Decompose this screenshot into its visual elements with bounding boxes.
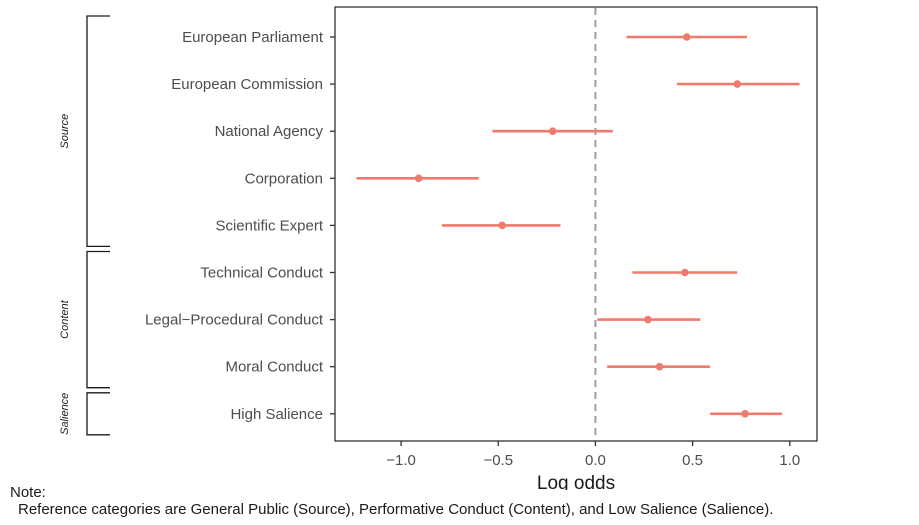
group-label: Salience	[59, 393, 71, 435]
group-bracket	[86, 250, 110, 389]
estimate-point	[681, 268, 689, 277]
x-tick-label: −1.0	[386, 452, 416, 469]
estimate-point	[498, 221, 506, 230]
estimate-point	[741, 410, 749, 418]
x-tick-label: −0.5	[483, 452, 513, 469]
estimate-point	[682, 33, 691, 41]
y-tick-label: Scientific Expert	[215, 217, 323, 234]
y-tick-label: Technical Conduct	[200, 265, 323, 282]
y-tick-label: High Salience	[230, 406, 323, 423]
estimate-marks	[356, 33, 800, 418]
y-tick-label: Moral Conduct	[225, 359, 323, 376]
estimate-point	[655, 362, 664, 371]
plot-panel	[334, 6, 818, 442]
group-label: Content	[59, 299, 71, 338]
estimate-point	[733, 80, 742, 88]
y-tick-label: European Commission	[171, 76, 323, 93]
estimate-point	[548, 127, 557, 135]
x-tick-label: 1.0	[779, 452, 800, 469]
y-tick-label: Legal−Procedural Conduct	[145, 312, 324, 329]
note-text: Reference categories are General Public …	[18, 501, 774, 518]
y-tick-label: European Parliament	[182, 29, 324, 46]
note-heading: Note:	[10, 484, 46, 501]
group-bracket	[86, 15, 110, 248]
estimate-point	[644, 315, 652, 324]
estimate-point	[414, 174, 423, 183]
group-bracket	[86, 392, 110, 436]
group-label: Source	[59, 114, 71, 149]
x-tick-label: 0.0	[585, 452, 606, 469]
y-tick-label: National Agency	[215, 123, 324, 140]
x-axis: −1.0 −0.5 0.0 0.5 1.0	[386, 441, 800, 469]
x-axis-title: Log odds	[537, 473, 615, 490]
group-brackets: Source Content Salience	[59, 15, 110, 436]
y-axis: European Parliament European Commission Na…	[145, 29, 335, 423]
coefficient-chart: European Parliament European Commission Na…	[59, 6, 818, 490]
y-tick-label: Corporation	[245, 170, 323, 187]
x-tick-label: 0.5	[682, 452, 703, 469]
